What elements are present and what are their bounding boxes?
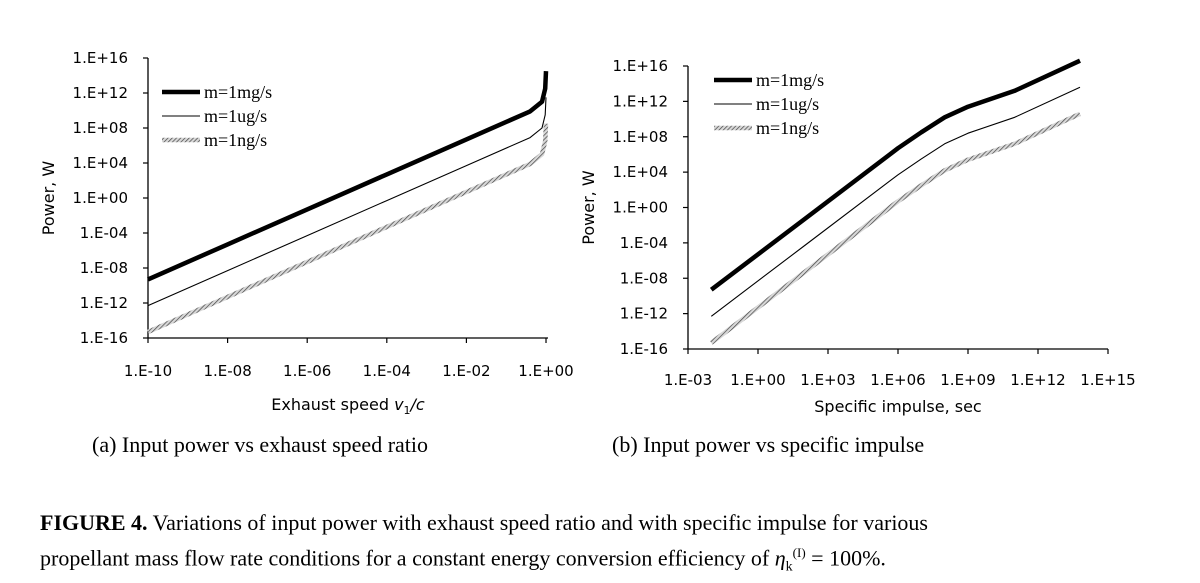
y-tick-label: 1.E-12	[80, 294, 128, 312]
series-line-m=1ng/s	[709, 111, 1081, 345]
caption-a: (a) Input power vs exhaust speed ratio	[92, 432, 429, 457]
figure-label: FIGURE 4.	[40, 510, 148, 535]
x-tick-label: 1.E+00	[730, 371, 785, 389]
chart-a: 1.E-16 1.E-12 1.E-08 1.E-04 1.E+00 1.E+04 1.E+…	[39, 49, 574, 417]
x-axis-label: Specific impulse, sec	[814, 397, 981, 416]
x-tick-label: 1.E-02	[442, 362, 490, 380]
legend-label: m=1ng/s	[204, 130, 267, 150]
y-tick-label: 1.E-16	[620, 340, 668, 358]
y-tick-label: 1.E+08	[73, 119, 128, 137]
figure-caption-line1: Variations of input power with exhaust s…	[152, 510, 928, 535]
y-tick-label: 1.E+00	[73, 189, 128, 207]
eta-symbol: η	[774, 545, 786, 571]
y-tick-label: 1.E-04	[80, 224, 128, 242]
x-tick-label: 1.E+06	[870, 371, 925, 389]
y-tick-label: 1.E+08	[613, 128, 668, 146]
x-tick-label: 1.E-04	[363, 362, 411, 380]
figure-caption-line2: propellant mass flow rate conditions for…	[40, 545, 775, 571]
x-tick-label: 1.E-03	[664, 371, 712, 389]
series-line-m=1ug/s	[147, 97, 547, 307]
y-axis-label: Power, W	[579, 170, 598, 245]
legend-label: m=1ng/s	[756, 118, 819, 138]
series-line-m=1ug/s	[710, 86, 1081, 317]
y-tick-label: 1.E+12	[613, 92, 668, 110]
y-tick-label: 1.E-08	[620, 269, 668, 287]
y-tick-label: 1.E+12	[73, 84, 128, 102]
y-tick-label: 1.E+00	[613, 199, 668, 217]
legend-label: m=1mg/s	[204, 82, 272, 102]
caption-b: (b) Input power vs specific impulse	[612, 432, 925, 457]
legend-label: m=1ug/s	[756, 94, 819, 114]
legend-label: m=1ug/s	[204, 106, 267, 126]
eta-subscript: k	[785, 559, 793, 575]
x-tick-label: 1.E+15	[1080, 371, 1135, 389]
eta-superscript: (I)	[792, 545, 806, 560]
y-tick-label: 1.E-16	[80, 329, 128, 347]
series-line-m=1mg/s	[709, 58, 1081, 292]
y-tick-label: 1.E-08	[80, 259, 128, 277]
x-tick-label: 1.E-10	[124, 362, 172, 380]
y-tick-label: 1.E+04	[613, 163, 668, 181]
series-line-m=1ng/s	[147, 123, 549, 334]
y-axis-label: Power, W	[39, 161, 58, 236]
x-tick-label: 1.E+03	[800, 371, 855, 389]
y-tick-label: 1.E-04	[620, 234, 668, 252]
y-tick-label: 1.E+16	[613, 57, 668, 75]
x-axis-label: Exhaust speed v1/c	[271, 395, 425, 417]
x-tick-label: 1.E-06	[283, 362, 331, 380]
figure-caption-end: = 100%.	[805, 545, 886, 571]
x-tick-label: 1.E-08	[203, 362, 251, 380]
x-tick-label: 1.E+00	[518, 362, 573, 380]
x-tick-label: 1.E+12	[1010, 371, 1065, 389]
figure-caption: FIGURE 4. Variations of input power with…	[40, 508, 1160, 583]
x-tick-label: 1.E+09	[940, 371, 995, 389]
legend-label: m=1mg/s	[756, 70, 824, 90]
y-tick-label: 1.E+16	[73, 49, 128, 67]
chart-b: 1.E-16 1.E-12 1.E-08 1.E-04 1.E+00 1.E+04 1.E+…	[579, 57, 1136, 416]
y-tick-label: 1.E+04	[73, 154, 128, 172]
y-tick-label: 1.E-12	[620, 305, 668, 323]
series-line-m=1mg/s	[147, 70, 549, 282]
